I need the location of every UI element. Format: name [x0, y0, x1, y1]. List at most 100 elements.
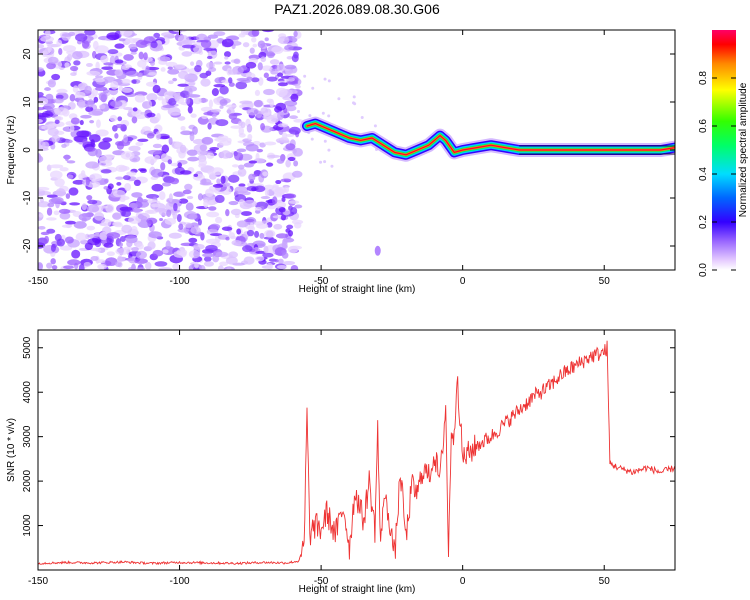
noise-blob	[123, 134, 128, 143]
noise-blob	[293, 30, 298, 38]
spectrogram-y-label: Frequency (Hz)	[6, 116, 17, 185]
noise-blob	[133, 207, 141, 214]
noise-blob	[188, 213, 197, 220]
noise-blob	[238, 199, 245, 206]
noise-blob	[199, 264, 206, 270]
noise-blob	[38, 140, 46, 149]
noise-blob	[173, 202, 178, 212]
noise-blob	[158, 191, 166, 201]
noise-blob	[134, 258, 148, 264]
noise-blob	[188, 237, 198, 243]
noise-blob	[290, 265, 299, 270]
noise-blob	[282, 260, 296, 266]
noise-blob	[62, 108, 70, 117]
frequency-track-layer-5	[306, 123, 675, 156]
noise-blob	[79, 120, 84, 126]
noise-blob	[145, 65, 150, 75]
noise-blob	[212, 183, 224, 188]
noise-blob	[85, 176, 90, 186]
noise-blob	[102, 137, 113, 143]
noise-blob	[239, 100, 253, 105]
noise-blob	[128, 145, 141, 152]
noise-blob	[98, 104, 106, 110]
noise-blob	[231, 164, 239, 168]
noise-blob	[38, 225, 46, 230]
noise-blob	[180, 125, 186, 131]
noise-blob	[172, 263, 180, 270]
colorbar-tick-label: 0.2	[698, 215, 709, 229]
noise-blob	[160, 162, 166, 171]
spectrogram-x-ticks: -150 -100 -50 0 50	[28, 30, 610, 287]
noise-blob	[38, 44, 45, 49]
noise-blob	[193, 97, 202, 105]
noise-blob	[159, 217, 164, 222]
noise-blob	[197, 218, 202, 226]
noise-blob	[156, 112, 161, 122]
noise-blob	[247, 133, 253, 141]
noise-blob	[56, 88, 68, 94]
noise-blob	[45, 30, 51, 37]
noise-blob	[118, 242, 123, 248]
noise-blob	[54, 119, 60, 125]
noise-blob	[73, 60, 81, 66]
snr-plot-area	[38, 340, 675, 566]
noise-blob	[208, 99, 214, 108]
noise-blob	[85, 106, 94, 113]
colorbar-tick-label: 0.4	[698, 167, 709, 181]
noise-blob	[224, 61, 231, 65]
noise-blob	[213, 31, 226, 37]
noise-blob	[121, 209, 132, 218]
noise-blob	[45, 93, 54, 101]
spectrogram-x-tick-label: -100	[170, 276, 190, 287]
noise-blob	[83, 30, 96, 36]
noise-blob	[128, 216, 141, 224]
noise-blob	[168, 232, 182, 239]
noise-blob	[236, 148, 247, 153]
noise-blob	[87, 199, 98, 205]
noise-blob	[100, 169, 112, 174]
noise-blob	[38, 112, 51, 118]
noise-blob	[360, 115, 364, 119]
noise-blob	[116, 181, 122, 186]
noise-blob	[126, 240, 133, 248]
spectrogram-plot-area	[38, 30, 675, 270]
colorbar-label: Normalized spectral amplitude	[738, 82, 749, 217]
noise-blob	[289, 115, 299, 120]
noise-blob	[186, 149, 198, 156]
spectrogram-y-tick-label: 20	[22, 48, 33, 60]
noise-blob	[146, 209, 155, 214]
noise-blob	[201, 136, 214, 145]
noise-blob	[271, 196, 278, 205]
noise-blob	[131, 247, 139, 252]
snr-y-ticks: 1000 2000 3000 4000 5000	[22, 336, 675, 537]
noise-blob	[260, 123, 265, 131]
noise-blob	[240, 79, 251, 84]
snr-y-tick-label: 2000	[22, 470, 33, 493]
noise-blob	[71, 51, 83, 60]
spectrogram-y-tick-label: -20	[22, 238, 33, 253]
noise-blob	[270, 65, 278, 69]
noise-blob	[263, 88, 275, 96]
noise-blob	[287, 245, 299, 254]
noise-blob	[70, 117, 80, 125]
noise-blob	[203, 256, 212, 262]
noise-blob	[88, 110, 103, 116]
snr-y-tick-label: 3000	[22, 425, 33, 448]
noise-blob	[240, 30, 246, 36]
spectrogram-x-label: Height of straight line (km)	[299, 284, 416, 295]
noise-blob	[165, 240, 171, 250]
noise-blob	[128, 267, 136, 270]
noise-blob	[114, 59, 124, 64]
noise-blob	[137, 213, 144, 220]
noise-blob	[285, 228, 291, 233]
noise-blob	[105, 204, 115, 213]
noise-blob	[131, 79, 137, 84]
noise-blob	[90, 256, 99, 262]
noise-blob	[124, 182, 132, 192]
noise-blob	[243, 199, 257, 208]
noise-blob	[188, 87, 193, 97]
noise-blob	[281, 132, 288, 140]
noise-blob	[112, 212, 122, 220]
noise-blob	[86, 194, 93, 201]
noise-blob	[177, 83, 189, 87]
